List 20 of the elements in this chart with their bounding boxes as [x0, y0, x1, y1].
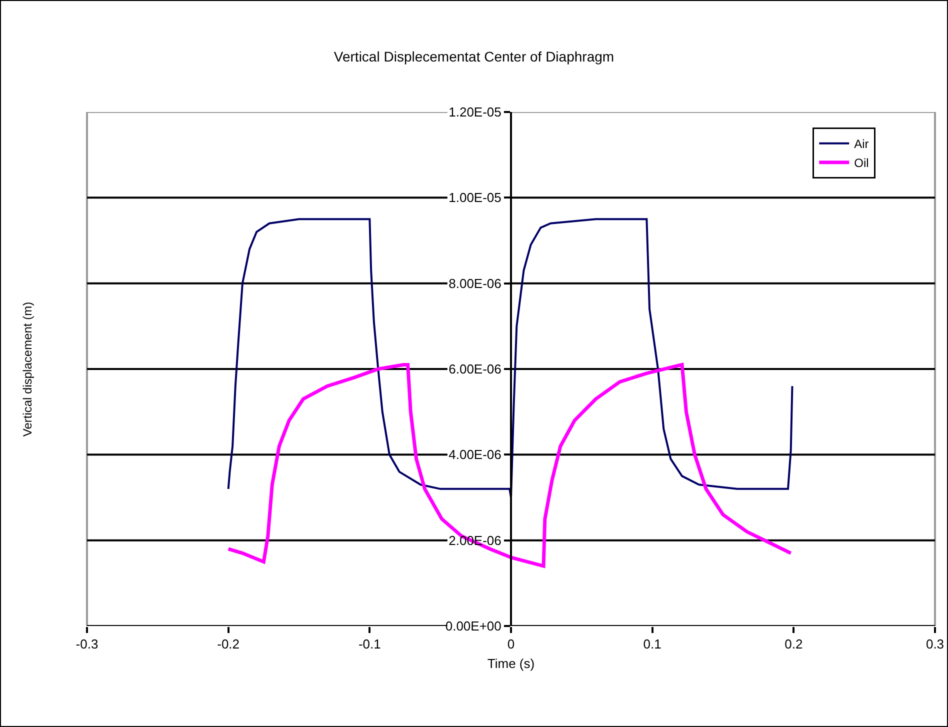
y-tick-label: 4.00E-06 [448, 447, 502, 462]
x-tick-label: 0.2 [784, 636, 803, 652]
x-tick-label: 0.1 [643, 636, 662, 652]
x-tick-label: -0.2 [217, 636, 240, 652]
y-axis-title: Vertical displacement (m) [20, 302, 35, 437]
y-tick-label: 1.00E-05 [448, 190, 502, 206]
y-tick-label: 0.00E+00 [445, 618, 502, 634]
legend-label: Oil [854, 156, 869, 170]
y-tick-label: 1.20E-05 [448, 104, 502, 120]
y-tick-label: 6.00E-06 [448, 362, 502, 377]
x-tick-label: -0.1 [358, 636, 381, 652]
chart-title: Vertical Displecementat Center of Diaphragm [334, 48, 614, 65]
legend-label: Air [854, 137, 869, 152]
line-series [226, 362, 793, 568]
line-series [227, 218, 794, 498]
x-axis-title: Time (s) [487, 656, 535, 672]
y-tick-label: 8.00E-06 [448, 276, 502, 291]
x-tick-label: 0 [507, 636, 515, 652]
x-tick-label: 0.3 [926, 636, 944, 652]
x-tick-label: -0.3 [76, 636, 98, 652]
